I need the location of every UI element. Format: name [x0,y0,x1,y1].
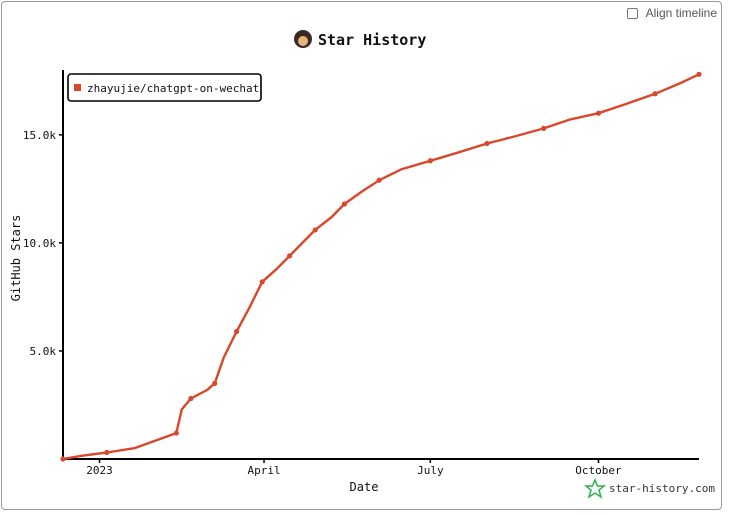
series-points [60,71,702,462]
legend-label: zhayujie/chatgpt-on-wechat [87,82,259,95]
series-point [341,201,348,207]
x-axis-title: Date [350,480,379,494]
y-tick-label: 15.0k [23,129,56,142]
x-tick-label: October [575,464,622,477]
avatar-face [298,36,308,46]
series-point [312,227,318,233]
legend-box [67,73,262,102]
x-tick-label: July [417,464,444,477]
star-icon [583,478,607,499]
series-point [652,91,658,97]
watermark: star-history.com [583,478,715,499]
x-tick-label: 2023 [86,464,113,477]
align-timeline-toggle[interactable]: Align timeline [626,6,717,20]
series-point [104,449,110,456]
series-point [427,158,433,164]
watermark-text: star-history.com [609,482,715,495]
series-point [376,177,382,183]
align-timeline-label: Align timeline [645,6,717,20]
y-tick-label: 10.0k [23,237,56,250]
series-point [541,125,547,131]
series-point [212,380,218,386]
x-tick-label: April [247,464,280,477]
series-point [595,110,602,116]
chart-title-group: Star History [294,30,426,49]
series-point [287,253,293,259]
series-point [188,395,194,402]
y-axis-title: GitHub Stars [9,215,23,302]
series-point [173,430,179,436]
x-tick-labels: 2023 April July October [86,459,622,477]
series-point [259,279,265,285]
align-timeline-checkbox[interactable] [626,7,638,19]
y-tick-labels: 5.0k 10.0k 15.0k [23,129,63,358]
series-point [484,140,490,147]
legend: zhayujie/chatgpt-on-wechat [67,73,262,102]
series-line [62,73,700,461]
series-point [696,71,702,77]
y-tick-label: 5.0k [30,345,57,358]
legend-swatch [74,84,81,91]
series-point [234,328,240,335]
series-point [60,456,66,462]
chart-title: Star History [318,31,426,49]
